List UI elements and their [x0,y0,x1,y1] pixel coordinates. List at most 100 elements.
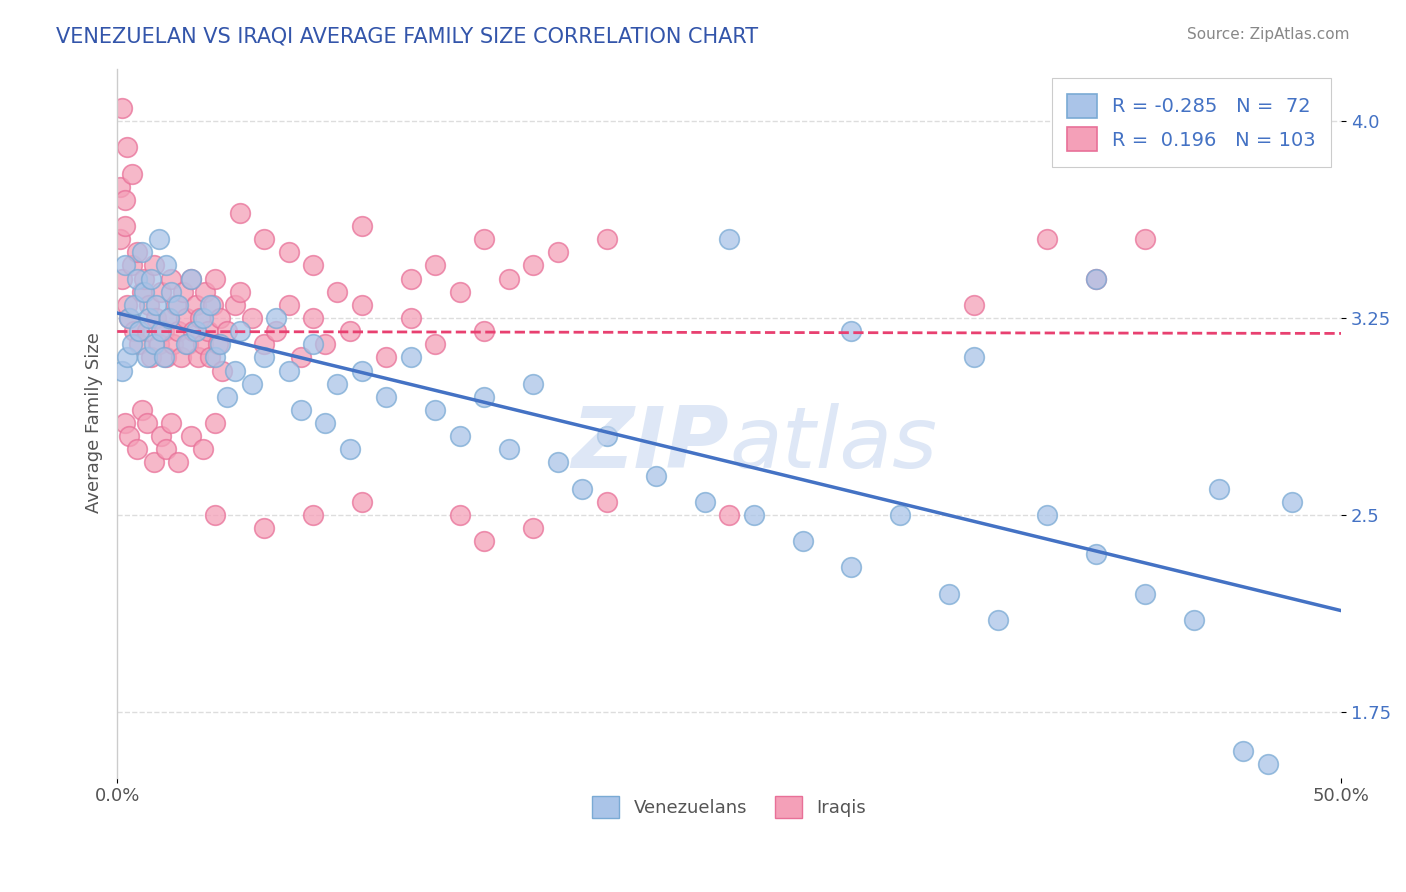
Point [1036,508,1059,522]
Point [266,324,288,338]
Point [211,363,233,377]
Point [145,298,167,312]
Point [326,376,349,391]
Point [135,416,157,430]
Point [326,285,349,299]
Point [131,245,153,260]
Point [253,232,276,246]
Point [204,271,226,285]
Text: VENEZUELAN VS IRAQI AVERAGE FAMILY SIZE CORRELATION CHART: VENEZUELAN VS IRAQI AVERAGE FAMILY SIZE … [56,27,758,46]
Point [987,613,1010,627]
Point [174,310,197,325]
Point [174,337,197,351]
Point [132,285,155,299]
Point [200,298,222,312]
Point [204,416,226,430]
Point [522,521,544,535]
Point [228,285,250,299]
Point [180,271,202,285]
Point [399,271,422,285]
Point [425,259,447,273]
Point [160,271,183,285]
Point [375,390,398,404]
Point [963,298,986,312]
Point [1232,744,1254,758]
Point [314,416,336,430]
Point [339,324,361,338]
Point [314,337,336,351]
Point [128,337,150,351]
Point [889,508,911,522]
Point [170,351,193,365]
Point [1257,757,1279,772]
Point [693,495,716,509]
Point [547,455,569,469]
Point [172,285,194,299]
Point [121,167,143,181]
Point [339,442,361,457]
Point [160,416,183,430]
Point [449,429,471,443]
Point [302,259,325,273]
Point [449,508,471,522]
Point [217,324,239,338]
Point [190,310,212,325]
Point [135,324,157,338]
Point [449,285,471,299]
Point [425,337,447,351]
Point [114,416,136,430]
Point [155,259,177,273]
Point [191,337,214,351]
Point [128,324,150,338]
Y-axis label: Average Family Size: Average Family Size [86,333,103,514]
Point [1135,232,1157,246]
Point [138,310,160,325]
Point [963,351,986,365]
Text: atlas: atlas [730,403,938,486]
Point [150,429,173,443]
Point [114,259,136,273]
Point [718,232,741,246]
Point [141,351,163,365]
Text: ZIP: ZIP [571,403,730,486]
Point [194,285,217,299]
Point [125,271,148,285]
Point [425,403,447,417]
Point [240,310,263,325]
Point [108,232,131,246]
Point [155,351,177,365]
Point [187,351,209,365]
Point [277,298,299,312]
Point [350,219,373,233]
Point [141,271,163,285]
Point [938,587,960,601]
Point [742,508,765,522]
Point [1085,547,1108,561]
Point [204,351,226,365]
Point [522,376,544,391]
Point [167,324,190,338]
Point [208,310,231,325]
Point [1281,495,1303,509]
Point [200,351,222,365]
Point [644,468,666,483]
Point [115,298,138,312]
Point [1036,232,1059,246]
Point [217,390,239,404]
Point [240,376,263,391]
Point [498,442,520,457]
Point [253,337,276,351]
Point [157,310,180,325]
Point [150,285,173,299]
Point [792,534,814,549]
Point [121,259,143,273]
Point [115,140,138,154]
Point [841,324,863,338]
Point [114,219,136,233]
Point [162,337,184,351]
Text: Source: ZipAtlas.com: Source: ZipAtlas.com [1187,27,1350,42]
Point [157,310,180,325]
Point [150,324,173,338]
Point [224,298,246,312]
Point [148,337,170,351]
